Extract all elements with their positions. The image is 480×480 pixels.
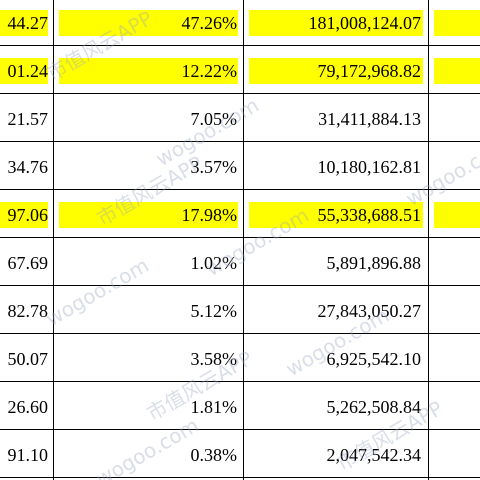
highlight <box>59 202 238 228</box>
row-border <box>0 429 480 430</box>
col-border <box>428 0 429 480</box>
cell-text: 91.10 <box>7 445 49 465</box>
row-border <box>0 93 480 94</box>
highlight <box>249 10 423 36</box>
highlight <box>434 202 480 228</box>
row-border <box>0 477 480 478</box>
cell-text: 26.60 <box>7 397 49 417</box>
row-border <box>0 285 480 286</box>
cell-text: 10,180,162.81 <box>317 157 422 177</box>
watermark: wogoo.com <box>41 252 153 332</box>
cell-text: 21.57 <box>7 109 49 129</box>
highlight <box>59 10 238 36</box>
cell-text: 17.98% <box>181 205 238 225</box>
cell-text: 5.12% <box>190 301 238 321</box>
highlight <box>249 202 423 228</box>
cell-text: 6,925,542.10 <box>326 349 422 369</box>
cell-text: 01.24 <box>7 61 49 81</box>
cell-text: 27,843,050.27 <box>317 301 422 321</box>
highlight <box>0 202 48 228</box>
watermark: wogoo.com <box>91 412 203 480</box>
cell-text: 3.58% <box>190 349 238 369</box>
row-border <box>0 237 480 238</box>
highlight <box>0 58 48 84</box>
cell-text: 31,411,884.13 <box>318 109 421 129</box>
cell-text: 34.76 <box>7 157 49 177</box>
cell-text: 5,262,508.84 <box>326 397 422 417</box>
cell-text: 67.69 <box>7 253 49 273</box>
cell-text: 82.78 <box>7 301 49 321</box>
cell-text: 47.26% <box>181 13 238 33</box>
cell-text: 181,008,124.07 <box>308 13 422 33</box>
row-border <box>0 381 480 382</box>
highlight <box>0 10 48 36</box>
cell-text: 7.05% <box>190 109 238 129</box>
row-border <box>0 189 480 190</box>
cell-text: 44.27 <box>7 13 49 33</box>
cell-text: 12.22% <box>181 61 238 81</box>
cell-text: 55,338,688.51 <box>317 205 422 225</box>
row-border <box>0 141 480 142</box>
row-border <box>0 45 480 46</box>
cell-text: 1.81% <box>190 397 238 417</box>
highlight <box>59 58 238 84</box>
cell-text: 3.57% <box>190 157 238 177</box>
cell-text: 97.06 <box>7 205 49 225</box>
cell-text: 1.02% <box>190 253 238 273</box>
row-border <box>0 333 480 334</box>
highlight <box>249 58 423 84</box>
highlight <box>434 58 480 84</box>
highlight <box>434 10 480 36</box>
cell-text: 5,891,896.88 <box>326 253 422 273</box>
cell-text: 2,047,542.34 <box>326 445 422 465</box>
cell-text: 50.07 <box>7 349 49 369</box>
cell-text: 79,172,968.82 <box>317 61 422 81</box>
col-border <box>53 0 54 480</box>
col-border <box>243 0 244 480</box>
cell-text: 0.38% <box>190 445 238 465</box>
